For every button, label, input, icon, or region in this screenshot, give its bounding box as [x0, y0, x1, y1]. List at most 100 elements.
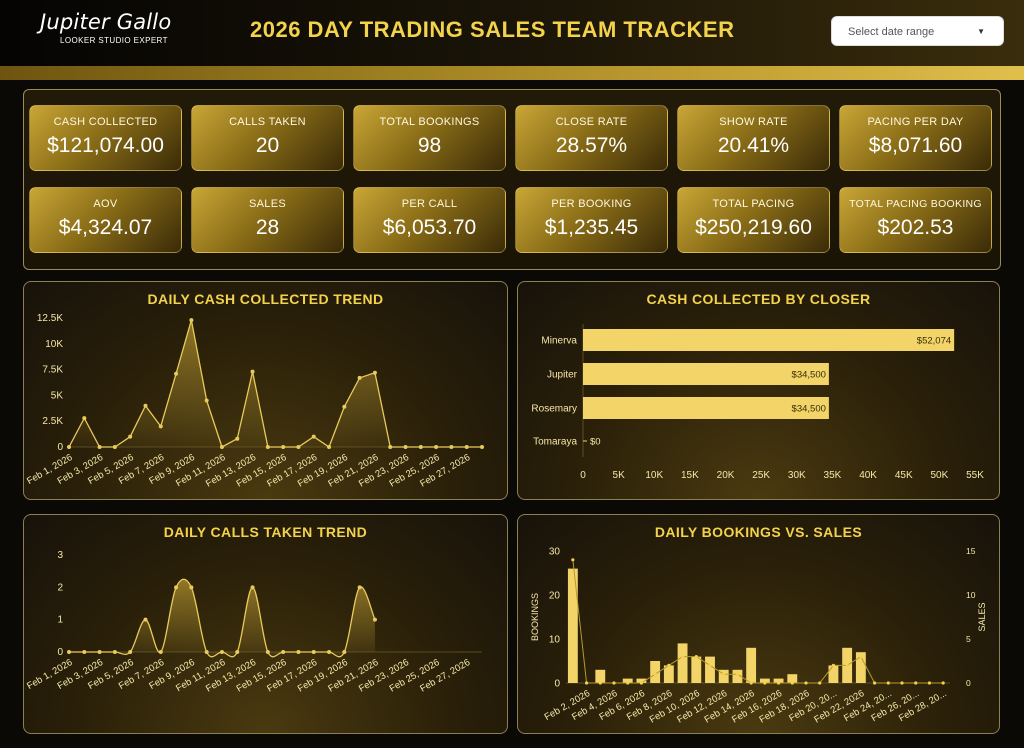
- data-point: [67, 650, 71, 654]
- data-point: [342, 650, 347, 654]
- kpi-value: 20.41%: [717, 134, 790, 157]
- category-label: Tomaraya: [533, 437, 577, 448]
- header-accent-bar: [0, 66, 1024, 80]
- data-point: [128, 434, 133, 439]
- kpi-label: TOTAL BOOKINGS: [379, 116, 480, 128]
- category-label: Minerva: [541, 336, 577, 347]
- brand-logo: Jupiter Gallo LOOKER STUDIO EXPERT: [40, 10, 171, 45]
- cash-trend-card: DAILY CASH COLLECTED TREND 0 2.5K 5K 7.5K 10…: [23, 281, 508, 500]
- data-point: [250, 369, 255, 374]
- date-range-select[interactable]: Select date range ▼: [831, 16, 1004, 46]
- y-tick-label: 7.5K: [42, 365, 63, 376]
- bookings-bar: [732, 669, 743, 683]
- sales-point: [639, 681, 644, 685]
- kpi-value: $202.53: [877, 216, 954, 239]
- brand-subtitle: LOOKER STUDIO EXPERT: [60, 36, 168, 45]
- y-tick-label: 10K: [45, 339, 63, 350]
- x-tick-label: 20K: [717, 470, 735, 481]
- sales-point: [818, 681, 822, 685]
- data-point: [296, 445, 301, 449]
- series-line: [68, 578, 376, 658]
- data-point: [82, 650, 87, 654]
- y2-tick-label: 0: [966, 678, 971, 688]
- y2-tick-label: 15: [966, 546, 976, 556]
- bookings-bar: [759, 678, 770, 683]
- data-point: [67, 445, 71, 449]
- calls-trend-card: DAILY CALLS TAKEN TREND 0 1 2 3 Feb 1, 2026 F…: [23, 514, 508, 734]
- x-tick-label: 25K: [752, 470, 770, 481]
- kpi-label: SALES: [249, 198, 286, 210]
- data-point: [97, 445, 102, 449]
- x-tick-label: 30K: [788, 470, 806, 481]
- data-point: [403, 445, 408, 449]
- x-tick-label: 10K: [645, 470, 663, 481]
- sales-point: [763, 681, 767, 685]
- sales-point: [776, 681, 781, 685]
- data-label: $52,074: [917, 336, 951, 347]
- y-tick-label: 0: [554, 679, 560, 690]
- y-tick-label: 12.5K: [37, 313, 63, 324]
- kpi-close-rate: CLOSE RATE 28.57%: [515, 105, 668, 171]
- sales-point: [900, 681, 904, 685]
- data-point: [82, 416, 87, 421]
- data-point: [434, 445, 439, 449]
- data-point: [158, 650, 163, 654]
- data-point: [143, 403, 148, 408]
- sales-point: [790, 681, 794, 685]
- y-tick-label: 1: [57, 615, 63, 626]
- sales-point: [571, 558, 575, 562]
- data-point: [265, 650, 270, 654]
- data-label: $0: [590, 437, 601, 448]
- y-tick-label: 30: [549, 547, 561, 558]
- data-label: $34,500: [792, 404, 826, 415]
- data-point: [204, 398, 209, 403]
- data-point: [372, 370, 377, 375]
- kpi-value: 28.57%: [555, 134, 628, 157]
- x-tick-label: 35K: [824, 470, 842, 481]
- x-tick-label: 45K: [895, 470, 913, 481]
- data-point: [281, 650, 286, 654]
- data-point: [480, 445, 484, 449]
- y-tick-label: 2.5K: [42, 416, 63, 427]
- kpi-value: $6,053.70: [382, 216, 477, 239]
- sales-line: [572, 559, 944, 684]
- calls-trend-title: DAILY CALLS TAKEN TREND: [163, 524, 368, 540]
- data-point: [189, 318, 194, 323]
- closer-bar: [583, 397, 829, 419]
- data-point: [464, 445, 469, 449]
- sales-point: [804, 681, 808, 685]
- bookings-bar: [773, 678, 784, 683]
- closer-bar: [583, 329, 955, 351]
- data-point: [235, 436, 240, 441]
- sales-point: [927, 681, 932, 685]
- data-point: [311, 650, 316, 654]
- sales-point: [680, 655, 685, 659]
- data-point: [143, 617, 148, 622]
- data-point: [112, 650, 117, 654]
- kpi-aov: AOV $4,324.07: [29, 187, 182, 253]
- data-point: [357, 375, 362, 380]
- sales-point: [831, 663, 836, 667]
- data-point: [219, 650, 224, 654]
- sales-point: [941, 681, 945, 685]
- bookings-bar: [567, 568, 578, 683]
- bookings-bar: [663, 665, 674, 683]
- kpi-label: CLOSE RATE: [555, 116, 628, 128]
- sales-point: [735, 672, 740, 676]
- area-fill: [69, 579, 375, 657]
- bookings-bar: [787, 674, 798, 683]
- kpi-value: 20: [255, 134, 280, 157]
- sales-point: [749, 681, 753, 685]
- data-point: [219, 445, 224, 449]
- kpi-label: CALLS TAKEN: [229, 116, 306, 128]
- y2-tick-label: 10: [966, 590, 976, 600]
- data-point: [174, 585, 179, 590]
- y-tick-label: 10: [549, 635, 561, 646]
- data-point: [97, 650, 102, 654]
- data-point: [281, 445, 286, 449]
- kpi-show-rate: SHOW RATE 20.41%: [677, 105, 830, 171]
- closer-title: CASH COLLECTED BY CLOSER: [646, 291, 871, 307]
- bookings-bar: [718, 669, 729, 683]
